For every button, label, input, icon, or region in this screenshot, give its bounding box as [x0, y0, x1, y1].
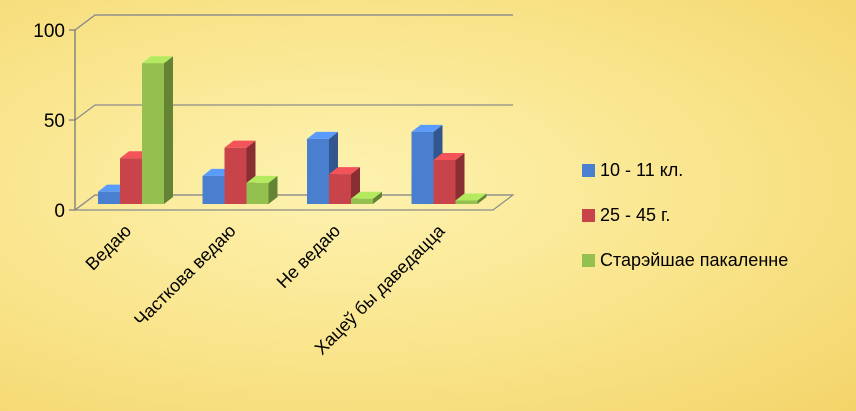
- bar-front: [246, 182, 269, 204]
- y-axis-ticks: 0 50 100: [33, 21, 65, 222]
- bar: [142, 56, 173, 205]
- bar-top: [224, 140, 256, 148]
- legend-swatch: [582, 254, 595, 267]
- bar-front: [224, 147, 247, 204]
- y-tick-label: 100: [33, 21, 65, 42]
- legend-label: 25 - 45 г.: [600, 205, 670, 225]
- legend-swatch: [582, 209, 595, 222]
- bar-front: [433, 160, 456, 204]
- bar-side: [373, 191, 382, 204]
- bar-front: [120, 158, 142, 204]
- bar-top: [307, 131, 338, 139]
- bar: [433, 153, 465, 204]
- bar-top: [351, 191, 382, 199]
- bar-front: [351, 198, 373, 204]
- x-axis-label: Не ведаю: [273, 221, 344, 292]
- gridline: [74, 14, 513, 31]
- x-axis-label: Часткова ведаю: [130, 221, 239, 330]
- bar-top: [433, 153, 465, 160]
- bar-top: [455, 193, 487, 201]
- chart-bars: [98, 56, 487, 205]
- x-axis-label: Ведаю: [82, 221, 135, 274]
- bar-top: [411, 124, 443, 132]
- legend: 10 - 11 кл. 25 - 45 г. Старэйшае пакаленне: [582, 160, 788, 270]
- bar: [246, 175, 278, 204]
- bar-front: [307, 138, 329, 204]
- chart-axes: [69, 29, 76, 211]
- bar-side: [268, 175, 278, 204]
- bar-top: [142, 56, 173, 64]
- bar-side: [455, 153, 465, 204]
- bar-front: [455, 200, 478, 204]
- bar-front: [98, 191, 120, 204]
- bar-top: [246, 175, 278, 183]
- bar: [455, 193, 487, 204]
- legend-label: Старэйшае пакаленне: [600, 250, 788, 270]
- bar: [329, 167, 360, 204]
- bar-side: [164, 56, 173, 205]
- bar-front: [411, 131, 434, 204]
- bar-top: [329, 167, 360, 175]
- y-tick-label: 0: [54, 201, 65, 222]
- gridline: [74, 104, 513, 121]
- bar-front: [202, 175, 225, 204]
- bar-front: [142, 63, 164, 205]
- legend-label: 10 - 11 кл.: [600, 160, 683, 180]
- legend-swatch: [582, 164, 595, 177]
- bar: [351, 191, 382, 204]
- y-tick-label: 50: [44, 111, 65, 132]
- bar-front: [329, 174, 351, 204]
- bar-side: [477, 193, 487, 204]
